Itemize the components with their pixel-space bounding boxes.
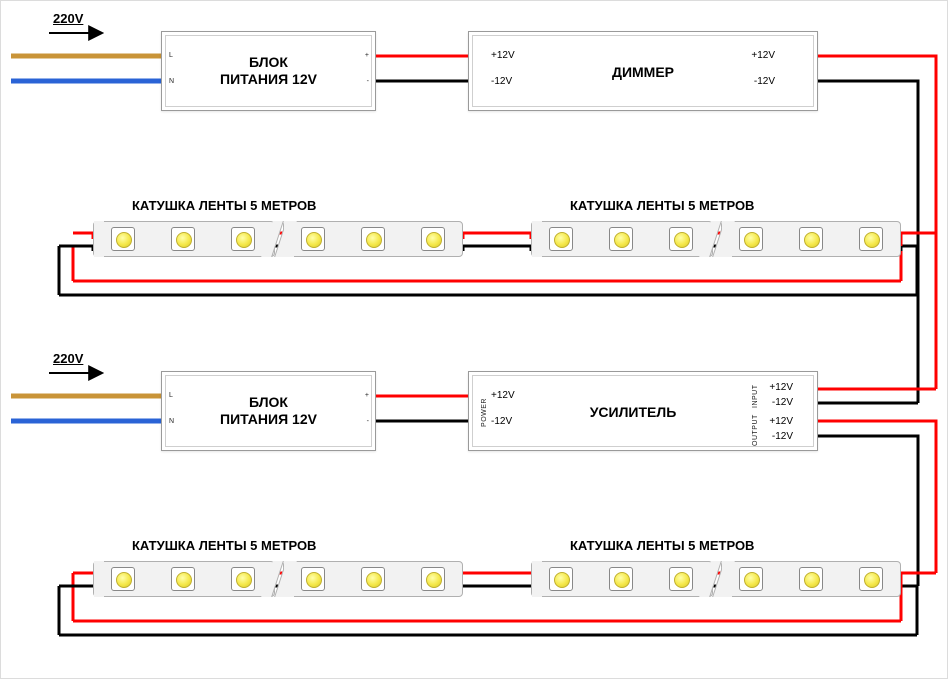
led-reel-1b — [531, 221, 901, 257]
psu1-pin-minus: - — [367, 78, 369, 85]
strip-label-2a: КАТУШКА ЛЕНТЫ 5 МЕТРОВ — [132, 538, 316, 553]
amp-in-minus: -12V — [772, 397, 793, 408]
amp-input-label: INPUT — [752, 380, 759, 408]
dimmer-in-plus: +12V — [491, 50, 515, 61]
psu2-pin-N: N — [169, 418, 174, 425]
psu1-pin-L: L — [169, 52, 173, 59]
dimmer-in-minus: -12V — [491, 76, 512, 87]
amp-out-minus: -12V — [772, 431, 793, 442]
psu-2: БЛОКПИТАНИЯ 12V L N + - — [161, 371, 376, 451]
amp-out-plus: +12V — [769, 416, 793, 427]
amp-title: УСИЛИТЕЛЬ — [519, 404, 747, 421]
psu2-pin-L: L — [169, 392, 173, 399]
psu2-title: БЛОКПИТАНИЯ 12V — [162, 394, 375, 428]
dimmer-out-minus: -12V — [754, 76, 775, 87]
ac-label-1: 220V — [53, 11, 83, 26]
dimmer: ДИММЕР +12V -12V +12V -12V — [468, 31, 818, 111]
wiring-diagram: 220V 220V БЛОКПИТАНИЯ 12V L N + - ДИММЕР… — [0, 0, 948, 679]
strip-label-1b: КАТУШКА ЛЕНТЫ 5 МЕТРОВ — [570, 198, 754, 213]
amp-pwr-minus: -12V — [491, 416, 512, 427]
strip-label-2b: КАТУШКА ЛЕНТЫ 5 МЕТРОВ — [570, 538, 754, 553]
amp-output-label: OUTPUT — [752, 414, 759, 446]
amp-in-plus: +12V — [769, 382, 793, 393]
amp-power-label: POWER — [481, 398, 488, 427]
psu-1: БЛОКПИТАНИЯ 12V L N + - — [161, 31, 376, 111]
psu2-pin-plus: + — [365, 392, 369, 399]
psu1-pin-N: N — [169, 78, 174, 85]
psu2-pin-minus: - — [367, 418, 369, 425]
dimmer-out-plus: +12V — [751, 50, 775, 61]
psu1-title: БЛОКПИТАНИЯ 12V — [162, 54, 375, 88]
led-reel-2b — [531, 561, 901, 597]
strip-label-1a: КАТУШКА ЛЕНТЫ 5 МЕТРОВ — [132, 198, 316, 213]
led-reel-2a — [93, 561, 463, 597]
ac-label-2: 220V — [53, 351, 83, 366]
amp-pwr-plus: +12V — [491, 390, 515, 401]
amplifier: УСИЛИТЕЛЬ POWER +12V -12V INPUT OUTPUT +… — [468, 371, 818, 451]
psu1-pin-plus: + — [365, 52, 369, 59]
led-reel-1a — [93, 221, 463, 257]
